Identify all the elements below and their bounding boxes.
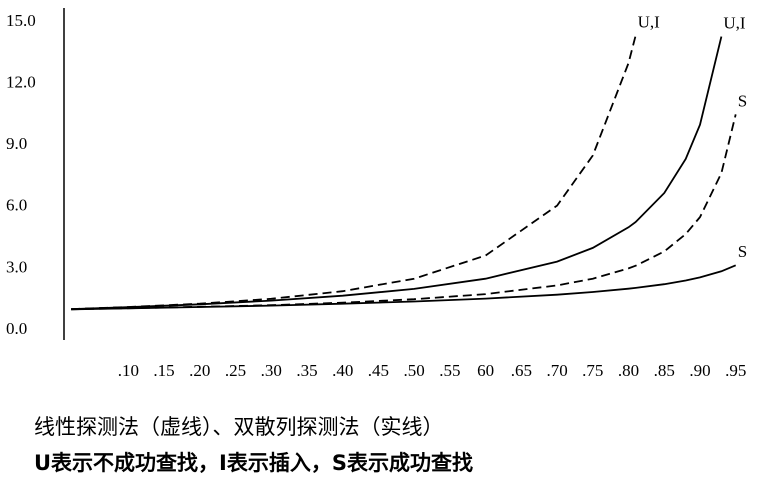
- x-tick-label: .65: [511, 361, 532, 380]
- series-line: [71, 114, 737, 311]
- x-tick-label: .20: [189, 361, 210, 380]
- series-label: U,I: [723, 13, 746, 32]
- x-tick-label: .45: [368, 361, 389, 380]
- series-label: S: [738, 91, 747, 110]
- x-tick-label: 60: [477, 361, 494, 380]
- x-tick-label: .85: [654, 361, 675, 380]
- x-tick-label: .50: [404, 361, 425, 380]
- series-line: [71, 36, 723, 310]
- x-tick-label: .80: [618, 361, 639, 380]
- series-label: S: [738, 242, 747, 261]
- series-label: U,I: [638, 12, 661, 31]
- x-tick-label: .55: [439, 361, 460, 380]
- series-line: [71, 264, 737, 311]
- note: U表示不成功查找，I表示插入，S表示成功查找: [34, 451, 473, 475]
- x-tick-label: .70: [546, 361, 567, 380]
- x-tick-label: .30: [261, 361, 282, 380]
- note: 线性探测法（虚线）、双散列探测法（实线）: [34, 415, 444, 439]
- x-tick-label: .90: [689, 361, 710, 380]
- x-tick-label: .35: [296, 361, 317, 380]
- x-tick-label: .95: [725, 361, 746, 380]
- x-tick-label: .75: [582, 361, 603, 380]
- y-tick-label: 6.0: [6, 196, 27, 215]
- y-tick-label: 0.0: [6, 319, 27, 338]
- x-tick-label: .15: [153, 361, 174, 380]
- y-tick-label: 9.0: [6, 134, 27, 153]
- x-tick-label: .40: [332, 361, 353, 380]
- y-tick-label: 3.0: [6, 257, 27, 276]
- y-tick-label: 12.0: [6, 73, 36, 92]
- series-line: [71, 35, 637, 310]
- y-tick-label: 15.0: [6, 11, 36, 30]
- x-tick-label: .10: [118, 361, 139, 380]
- x-tick-label: .25: [225, 361, 246, 380]
